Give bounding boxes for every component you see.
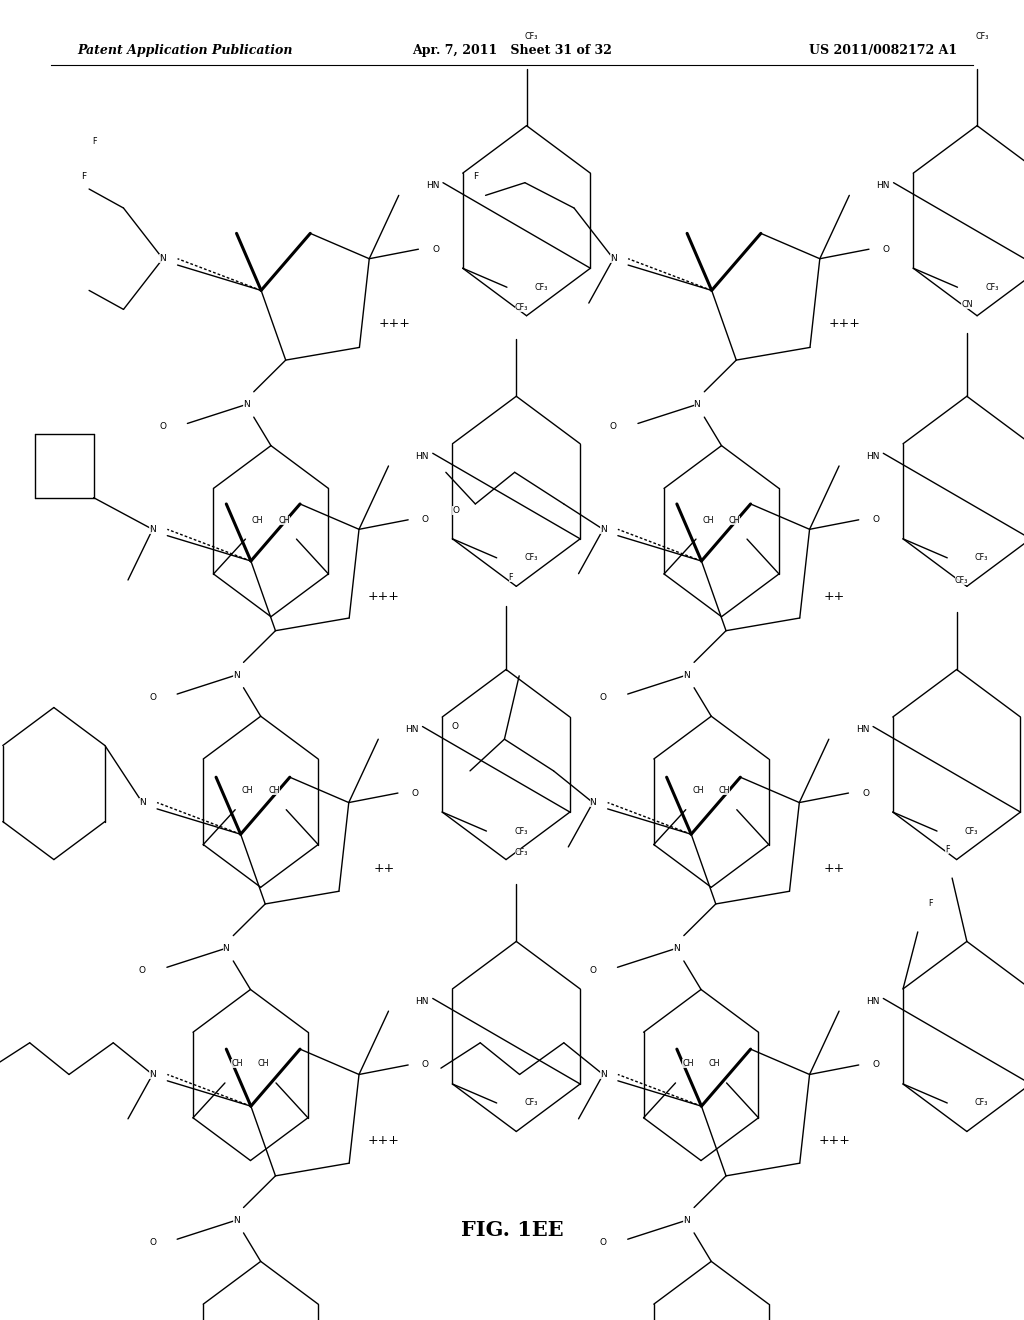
Text: N: N (683, 1216, 690, 1225)
Text: N: N (590, 799, 596, 807)
Text: F: F (473, 172, 478, 181)
Text: N: N (150, 525, 156, 533)
Text: CF₃: CF₃ (514, 849, 528, 857)
Text: F: F (82, 172, 87, 181)
Text: HN: HN (416, 997, 429, 1006)
Text: CF₃: CF₃ (975, 553, 988, 562)
Text: O: O (600, 1238, 606, 1247)
Text: N: N (610, 255, 616, 263)
Text: O: O (872, 515, 880, 524)
Text: O: O (412, 788, 419, 797)
Text: N: N (600, 525, 606, 533)
Text: O: O (160, 422, 166, 432)
Text: HN: HN (416, 451, 429, 461)
Text: US 2011/0082172 A1: US 2011/0082172 A1 (809, 44, 957, 57)
Text: O: O (139, 966, 145, 975)
Text: O: O (862, 788, 869, 797)
Text: HN: HN (866, 451, 880, 461)
Text: N: N (232, 1216, 240, 1225)
Text: CF₃: CF₃ (535, 282, 548, 292)
Text: O: O (453, 506, 459, 515)
Text: CH: CH (258, 1060, 269, 1068)
Text: ++: ++ (374, 862, 394, 875)
Text: F: F (92, 137, 96, 147)
Text: CF₃: CF₃ (965, 826, 978, 836)
Text: ++: ++ (824, 862, 845, 875)
Text: CF₃: CF₃ (524, 553, 538, 562)
Text: CH: CH (279, 516, 290, 524)
Text: CF₃: CF₃ (954, 577, 969, 585)
Text: Patent Application Publication: Patent Application Publication (77, 44, 292, 57)
Text: +++: +++ (828, 317, 861, 330)
Text: N: N (222, 944, 229, 953)
Text: +++: +++ (368, 590, 400, 603)
Text: O: O (422, 1060, 429, 1069)
Text: CF₃: CF₃ (514, 304, 528, 312)
Text: O: O (422, 515, 429, 524)
Text: CF₃: CF₃ (524, 33, 539, 41)
Text: CF₃: CF₃ (514, 826, 527, 836)
Text: CH: CH (682, 1060, 693, 1068)
Text: O: O (452, 722, 459, 731)
Text: N: N (243, 400, 250, 409)
Text: HN: HN (406, 725, 419, 734)
Text: F: F (509, 573, 513, 582)
Text: O: O (600, 693, 606, 702)
Text: CH: CH (231, 1060, 243, 1068)
Text: CH: CH (702, 516, 714, 524)
Text: O: O (150, 1238, 156, 1247)
Text: CF₃: CF₃ (985, 282, 998, 292)
Text: ++: ++ (824, 590, 845, 603)
Text: CF₃: CF₃ (524, 1098, 538, 1107)
Text: O: O (150, 693, 156, 702)
Text: +++: +++ (378, 317, 411, 330)
Text: O: O (610, 422, 616, 432)
Text: N: N (139, 799, 145, 807)
Text: Apr. 7, 2011   Sheet 31 of 32: Apr. 7, 2011 Sheet 31 of 32 (412, 44, 612, 57)
Text: F: F (945, 845, 949, 854)
Text: N: N (160, 255, 166, 263)
Text: FIG. 1EE: FIG. 1EE (461, 1220, 563, 1241)
Text: N: N (683, 671, 690, 680)
Text: CH: CH (719, 787, 730, 795)
Text: CH: CH (252, 516, 263, 524)
Text: N: N (150, 1071, 156, 1078)
Text: CH: CH (242, 787, 253, 795)
Text: +++: +++ (818, 1134, 851, 1147)
Text: N: N (693, 400, 700, 409)
Text: HN: HN (426, 181, 439, 190)
Text: O: O (872, 1060, 880, 1069)
Text: HN: HN (856, 725, 869, 734)
Text: CH: CH (692, 787, 703, 795)
Text: HN: HN (866, 997, 880, 1006)
Text: O: O (432, 244, 439, 253)
Text: F: F (928, 899, 932, 908)
Text: CH: CH (268, 787, 280, 795)
Text: CN: CN (962, 300, 973, 309)
Text: O: O (590, 966, 596, 975)
Text: CF₃: CF₃ (975, 1098, 988, 1107)
Text: CF₃: CF₃ (975, 33, 989, 41)
Text: N: N (600, 1071, 606, 1078)
Text: N: N (673, 944, 680, 953)
Text: CH: CH (709, 1060, 720, 1068)
Text: +++: +++ (368, 1134, 400, 1147)
Text: N: N (232, 671, 240, 680)
Text: O: O (883, 244, 890, 253)
Text: CH: CH (729, 516, 740, 524)
Text: HN: HN (877, 181, 890, 190)
